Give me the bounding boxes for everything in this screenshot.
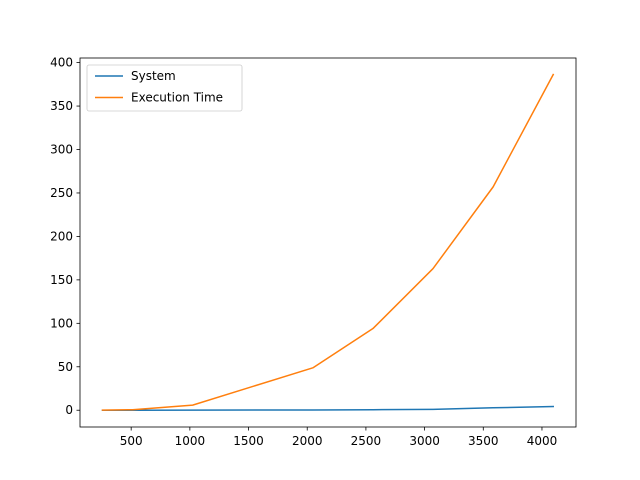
x-tick-label: 3500	[468, 434, 499, 448]
x-tick-label: 1500	[233, 434, 264, 448]
legend-box	[86, 64, 243, 112]
y-tick-label: 400	[50, 56, 73, 70]
x-tick-label: 2500	[351, 434, 382, 448]
x-tick-label: 1000	[175, 434, 206, 448]
series-line-system	[101, 405, 554, 411]
y-tick-label: 250	[50, 186, 73, 200]
y-tick-label: 350	[50, 99, 73, 113]
y-tick-label: 100	[50, 316, 73, 330]
axes-frame	[79, 57, 577, 428]
x-tick-label: 4000	[527, 434, 558, 448]
legend-label: Execution Time	[131, 91, 223, 105]
x-tick-label: 2000	[292, 434, 323, 448]
plot-area	[101, 73, 555, 411]
legend-label: System	[131, 69, 176, 83]
x-tick-label: 3000	[409, 434, 440, 448]
series-line-execution-time	[101, 73, 555, 411]
legend: System Execution Time	[86, 64, 243, 112]
y-tick-label: 300	[50, 143, 73, 157]
y-tick-label: 50	[58, 360, 73, 374]
x-tick-label: 500	[120, 434, 143, 448]
y-tick-label: 200	[50, 229, 73, 243]
y-tick-label: 0	[65, 403, 73, 417]
axes: 500 1000 1500 2000 2500 3000 3500 4000 0 50 100 150…	[50, 56, 577, 448]
y-tick-label: 150	[50, 273, 73, 287]
